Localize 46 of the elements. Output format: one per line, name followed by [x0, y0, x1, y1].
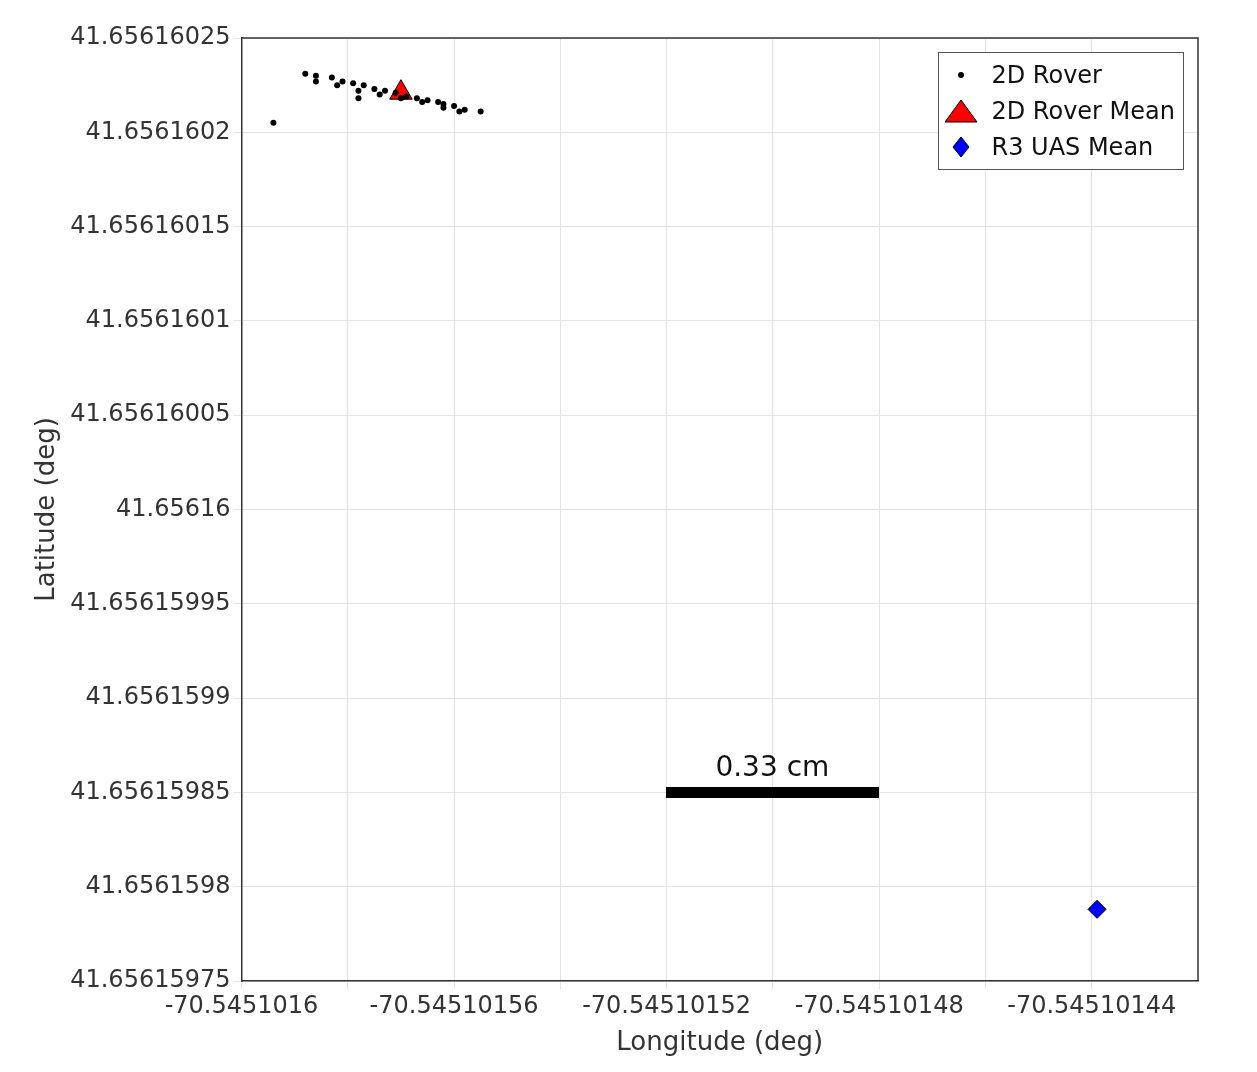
- y-tick-label: 41.65616005: [70, 399, 231, 428]
- y-tick-label: 41.6561602: [85, 116, 231, 145]
- x-tick-label: -70.54510148: [794, 990, 964, 1019]
- y-tick-label: 41.6561599: [85, 682, 231, 711]
- point: [424, 97, 431, 104]
- legend-label: 2D Rover: [991, 61, 1102, 89]
- point: [270, 119, 277, 126]
- point: [451, 102, 458, 109]
- point: [413, 95, 420, 102]
- point: [477, 108, 484, 115]
- legend-label: R3 UAS Mean: [991, 133, 1154, 161]
- point: [435, 99, 442, 106]
- point: [312, 78, 319, 85]
- point: [1087, 899, 1107, 919]
- annotation: 0.33 cm: [714, 749, 831, 783]
- point: [339, 78, 346, 85]
- x-axis-title: Longitude (deg): [616, 1026, 824, 1057]
- point: [419, 99, 426, 106]
- point: [328, 74, 335, 81]
- point: [334, 82, 341, 89]
- point: [376, 91, 383, 98]
- y-tick-label: 41.65616015: [70, 210, 231, 239]
- point: [312, 72, 319, 79]
- x-tick-label: -70.54510156: [369, 990, 539, 1019]
- y-tick-label: 41.6561598: [85, 870, 231, 899]
- point: [461, 106, 468, 113]
- point: [302, 70, 309, 77]
- x-tick-label: -70.54510144: [1007, 990, 1177, 1019]
- point: [371, 85, 378, 92]
- legend-label: 2D Rover Mean: [991, 97, 1175, 125]
- point: [355, 95, 362, 102]
- y-tick-label: 41.65615995: [70, 588, 231, 617]
- x-tick-label: -70.54510152: [582, 990, 752, 1019]
- y-axis-title: Latitude (deg): [30, 417, 61, 602]
- point: [392, 89, 399, 96]
- point: [382, 87, 388, 94]
- point: [456, 108, 463, 115]
- y-tick-label: 41.65616: [116, 493, 231, 522]
- point: [360, 82, 367, 89]
- point: [350, 80, 357, 87]
- y-tick-label: 41.65616025: [70, 22, 231, 51]
- y-tick-label: 41.6561601: [85, 305, 231, 334]
- point: [403, 93, 410, 100]
- y-tick-label: 41.65615985: [70, 776, 231, 805]
- point: [397, 95, 404, 102]
- point: [355, 87, 362, 94]
